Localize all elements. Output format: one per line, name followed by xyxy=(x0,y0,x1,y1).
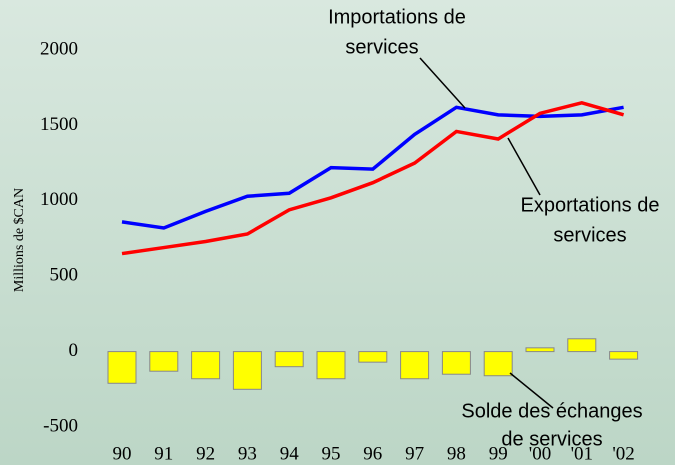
bar xyxy=(232,351,262,390)
bar xyxy=(609,351,639,360)
y-axis-label: Millions de $CAN xyxy=(12,188,27,292)
bar xyxy=(274,351,304,368)
bar xyxy=(316,351,346,380)
x-tick-label: 99 xyxy=(489,443,508,464)
annotation: de services xyxy=(501,428,602,450)
x-tick-label: 91 xyxy=(154,443,173,464)
bar xyxy=(567,338,597,353)
y-tick-label: 2000 xyxy=(40,38,78,59)
x-tick-label: 90 xyxy=(113,443,132,464)
annotation: Exportations de xyxy=(521,194,660,216)
line xyxy=(121,100,625,256)
bar xyxy=(107,351,137,384)
bar xyxy=(441,351,471,375)
x-tick-label: '00 xyxy=(529,443,551,464)
bar xyxy=(191,351,221,380)
y-tick-label: 1000 xyxy=(40,189,78,210)
annotation: Importations de xyxy=(328,6,466,28)
bar xyxy=(400,351,430,380)
bar xyxy=(525,347,555,353)
x-tick-label: 94 xyxy=(280,443,300,464)
x-tick-label: 98 xyxy=(447,443,466,464)
leader-line xyxy=(509,372,554,409)
annotation: Solde des échanges xyxy=(461,400,642,422)
bar xyxy=(358,351,388,363)
leader-line xyxy=(507,137,541,196)
line xyxy=(121,105,624,230)
x-tick-label: 97 xyxy=(405,443,424,464)
x-tick-label: '01 xyxy=(571,443,593,464)
y-tick-label: 0 xyxy=(69,340,79,361)
y-tick-label: 1500 xyxy=(40,114,78,135)
bar xyxy=(149,351,179,372)
x-tick-label: 96 xyxy=(363,443,382,464)
y-tick-label: 500 xyxy=(50,265,79,286)
x-tick-label: 92 xyxy=(196,443,215,464)
annotation: services xyxy=(345,36,418,58)
leader-line xyxy=(419,57,466,109)
annotation: services xyxy=(553,224,626,246)
x-tick-label: '02 xyxy=(612,443,634,464)
x-tick-label: 95 xyxy=(322,443,341,464)
bar xyxy=(483,351,513,377)
x-tick-label: 93 xyxy=(238,443,257,464)
y-tick-label: -500 xyxy=(43,415,78,436)
